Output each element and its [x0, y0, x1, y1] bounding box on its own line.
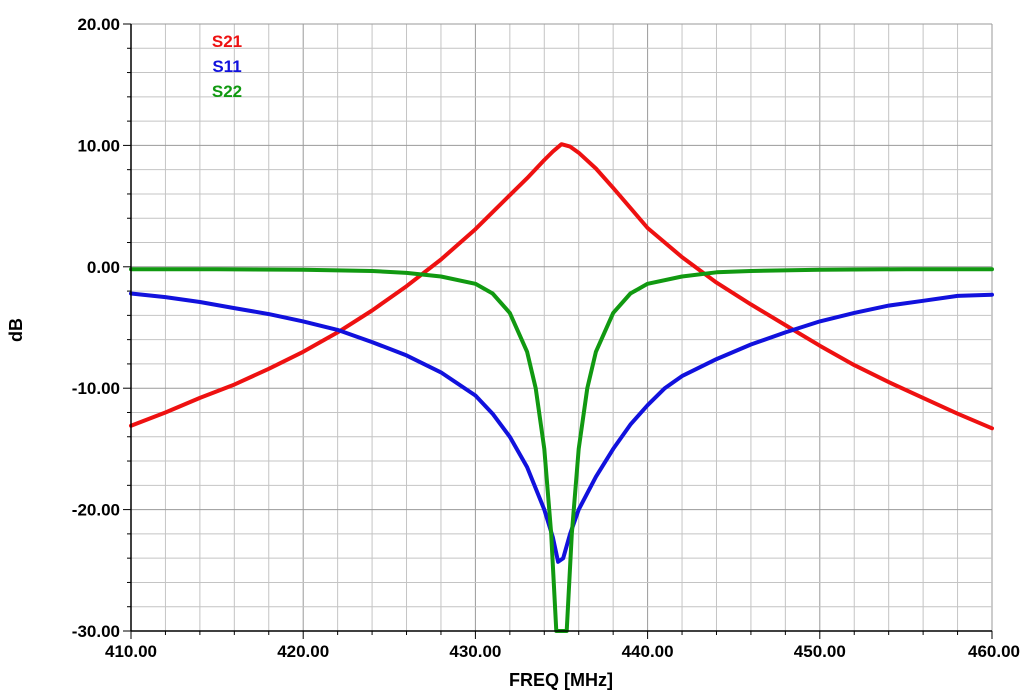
x-tick-label: 440.00 [622, 642, 674, 661]
legend-entry-s11: S11 [212, 57, 241, 76]
grid [130, 23, 993, 632]
y-tick-label: 0.00 [87, 258, 120, 277]
x-tick-label: 410.00 [105, 642, 157, 661]
series-s22-line [129, 267, 994, 633]
y-tick-label: 20.00 [77, 15, 120, 34]
legend-entry-s21: S21 [212, 32, 242, 51]
x-axis-title: FREQ [MHz] [509, 670, 613, 690]
y-axis-title: dB [6, 318, 26, 342]
x-tick-label: 420.00 [277, 642, 329, 661]
legend-entry-s22: S22 [212, 82, 242, 101]
x-tick-label: 430.00 [449, 642, 501, 661]
y-tick-label: -20.00 [72, 501, 120, 520]
series-s11-line [129, 291, 994, 564]
x-tick-label: 450.00 [794, 642, 846, 661]
axes [130, 24, 992, 632]
y-tick-label: -10.00 [72, 379, 120, 398]
tick-marks [123, 23, 993, 639]
y-tick-label: -30.00 [72, 622, 120, 641]
legend: S21 S11 S22 [212, 32, 242, 101]
series-s21-line [129, 142, 994, 431]
y-tick-label: 10.00 [77, 136, 120, 155]
x-tick-label: 460.00 [968, 642, 1020, 661]
